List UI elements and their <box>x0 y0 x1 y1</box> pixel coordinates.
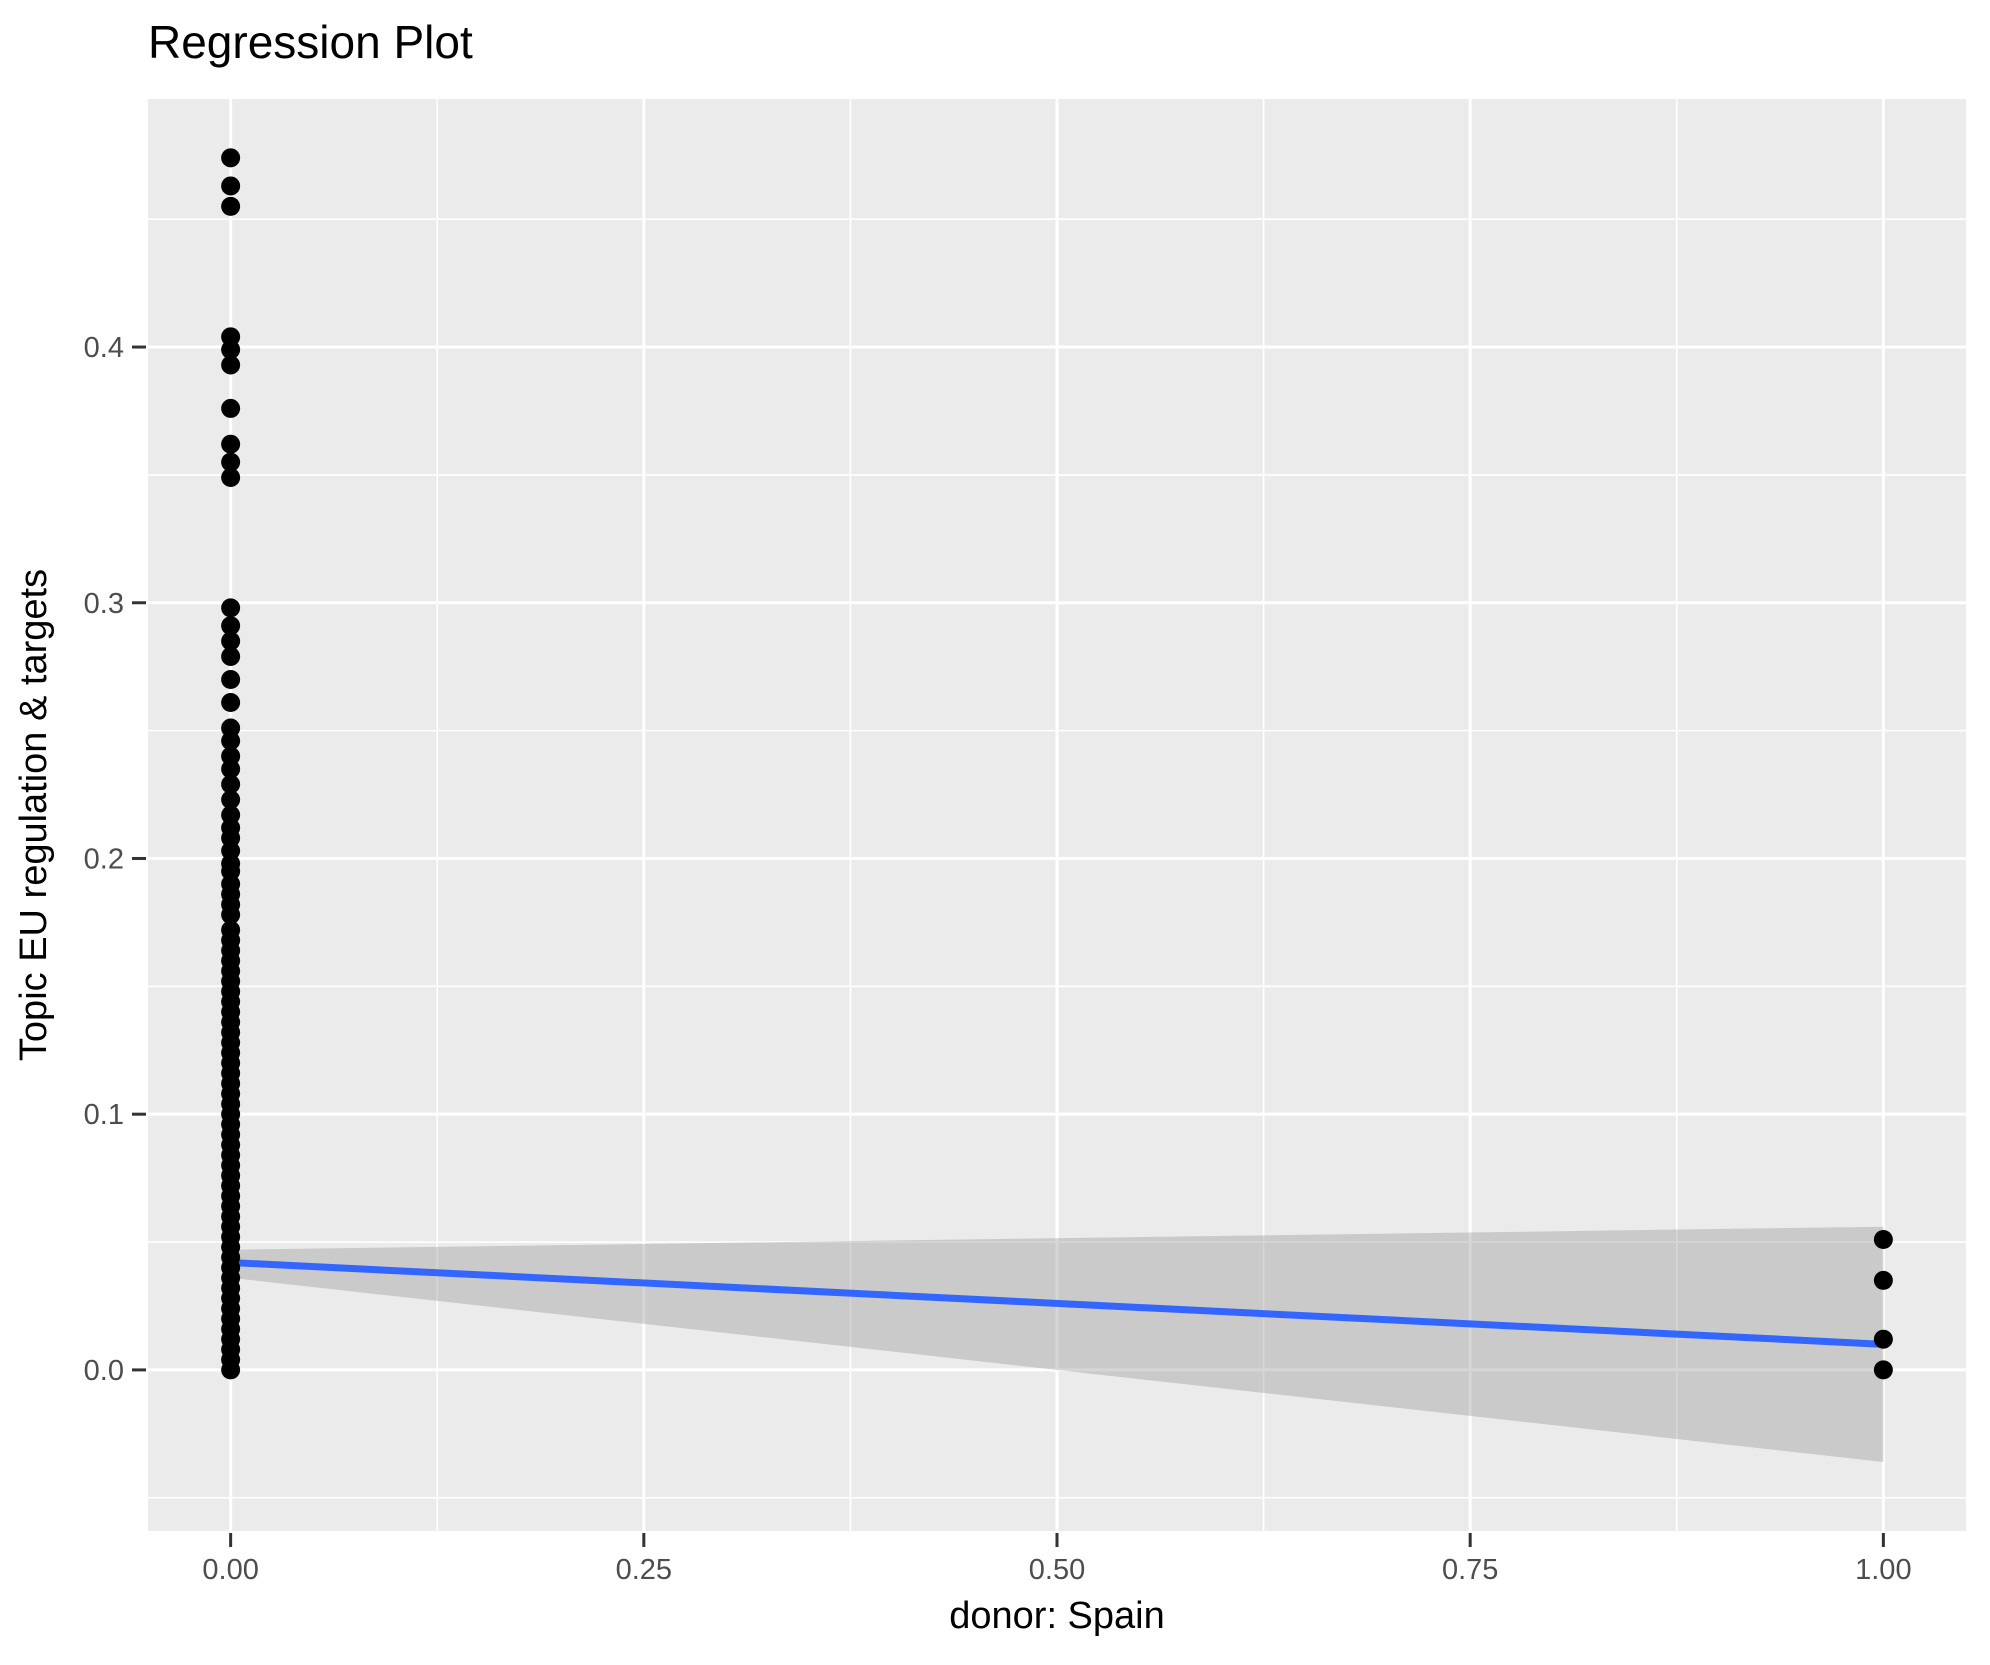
scatter-point <box>221 790 241 810</box>
axis-ticks <box>132 345 1885 1547</box>
scatter-point <box>221 718 241 738</box>
scatter-point <box>221 434 241 454</box>
scatter-point <box>221 746 241 766</box>
scatter-point <box>221 631 241 651</box>
x-tick-label: 0.50 <box>1029 1554 1085 1586</box>
y-axis-title: Topic EU regulation & targets <box>13 569 55 1061</box>
x-tick-label: 0.25 <box>616 1554 672 1586</box>
scatter-point <box>221 467 241 487</box>
y-tick-label: 0.1 <box>84 1099 124 1131</box>
scatter-point <box>1873 1270 1893 1290</box>
scatter-point <box>221 327 241 347</box>
scatter-point <box>1873 1329 1893 1349</box>
scatter-point <box>221 805 241 825</box>
scatter-points <box>221 148 1893 1380</box>
scatter-point <box>221 774 241 794</box>
y-tick-label: 0.3 <box>84 588 124 620</box>
scatter-point <box>221 616 241 636</box>
y-tick-label: 0.0 <box>84 1355 124 1387</box>
scatter-point <box>221 452 241 472</box>
scatter-point <box>1873 1360 1893 1380</box>
scatter-point <box>221 646 241 666</box>
scatter-point <box>221 355 241 375</box>
scatter-point <box>221 148 241 168</box>
axis-tick-labels: 0.00 0.25 0.50 0.75 1.00 0.0 0.1 0.2 0.3 0.4 <box>84 332 1912 1586</box>
scatter-point <box>221 669 241 689</box>
scatter-point <box>221 598 241 618</box>
plot-title: Regression Plot <box>148 16 473 68</box>
scatter-point <box>1873 1229 1893 1249</box>
scatter-point <box>221 692 241 712</box>
x-tick-label: 1.00 <box>1855 1554 1911 1586</box>
x-axis-title: donor: Spain <box>949 1595 1165 1637</box>
regression-line-path <box>230 1259 1884 1348</box>
scatter-point <box>221 398 241 418</box>
y-tick-label: 0.2 <box>84 843 124 875</box>
x-tick-label: 0.00 <box>202 1554 258 1586</box>
regression-line <box>230 1259 1884 1348</box>
scatter-point <box>221 920 241 940</box>
x-tick-label: 0.75 <box>1442 1554 1498 1586</box>
scatter-point <box>221 196 241 216</box>
scatter-point <box>221 176 241 196</box>
y-tick-label: 0.4 <box>84 332 124 364</box>
